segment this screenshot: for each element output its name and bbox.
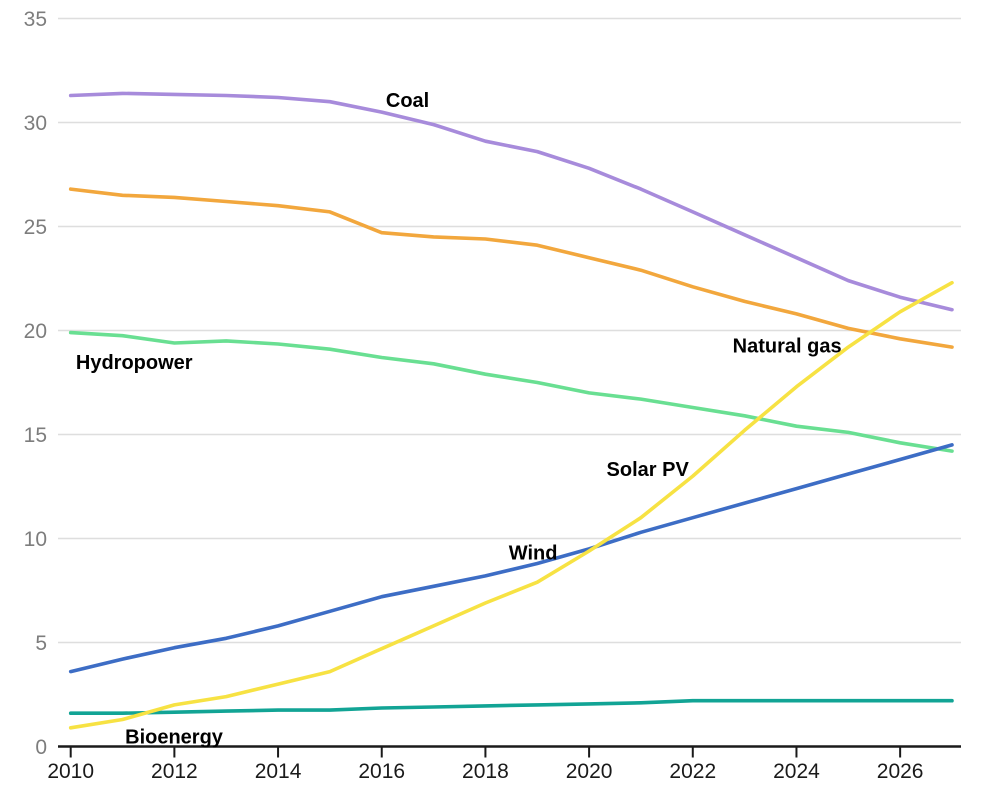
y-tick-label-5: 5 (35, 632, 47, 655)
series-line-natural-gas (68, 187, 954, 349)
series-label-wind: Wind (509, 542, 558, 564)
x-tick-label-2020: 2020 (566, 760, 613, 783)
series-label-solar-pv: Solar PV (607, 459, 690, 481)
y-tick-label-10: 10 (24, 528, 47, 551)
series-label-bioenergy: Bioenergy (125, 726, 224, 748)
series-line-wind (68, 443, 954, 674)
x-tick-label-2010: 2010 (47, 760, 94, 783)
series-line-hydropower (68, 330, 954, 453)
series-label-coal: Coal (386, 90, 429, 112)
y-tick-label-30: 30 (24, 112, 47, 135)
y-tick-label-0: 0 (35, 736, 47, 759)
y-tick-label-25: 25 (24, 216, 47, 239)
series-line-solar-pv (68, 280, 954, 730)
x-tick-label-2022: 2022 (669, 760, 716, 783)
x-tick-label-2012: 2012 (151, 760, 198, 783)
x-tick-label-2018: 2018 (462, 760, 509, 783)
y-tick-label-35: 35 (24, 8, 47, 31)
y-tick-label-15: 15 (24, 424, 47, 447)
series-label-natural-gas: Natural gas (733, 335, 842, 357)
x-tick-label-2014: 2014 (255, 760, 302, 783)
x-tick-label-2026: 2026 (877, 760, 924, 783)
y-tick-label-20: 20 (24, 320, 47, 343)
series-line-bioenergy (68, 698, 954, 716)
series-line-coal (68, 91, 954, 312)
series-label-hydropower: Hydropower (76, 352, 193, 374)
x-tick-label-2024: 2024 (773, 760, 820, 783)
x-tick-label-2016: 2016 (358, 760, 405, 783)
